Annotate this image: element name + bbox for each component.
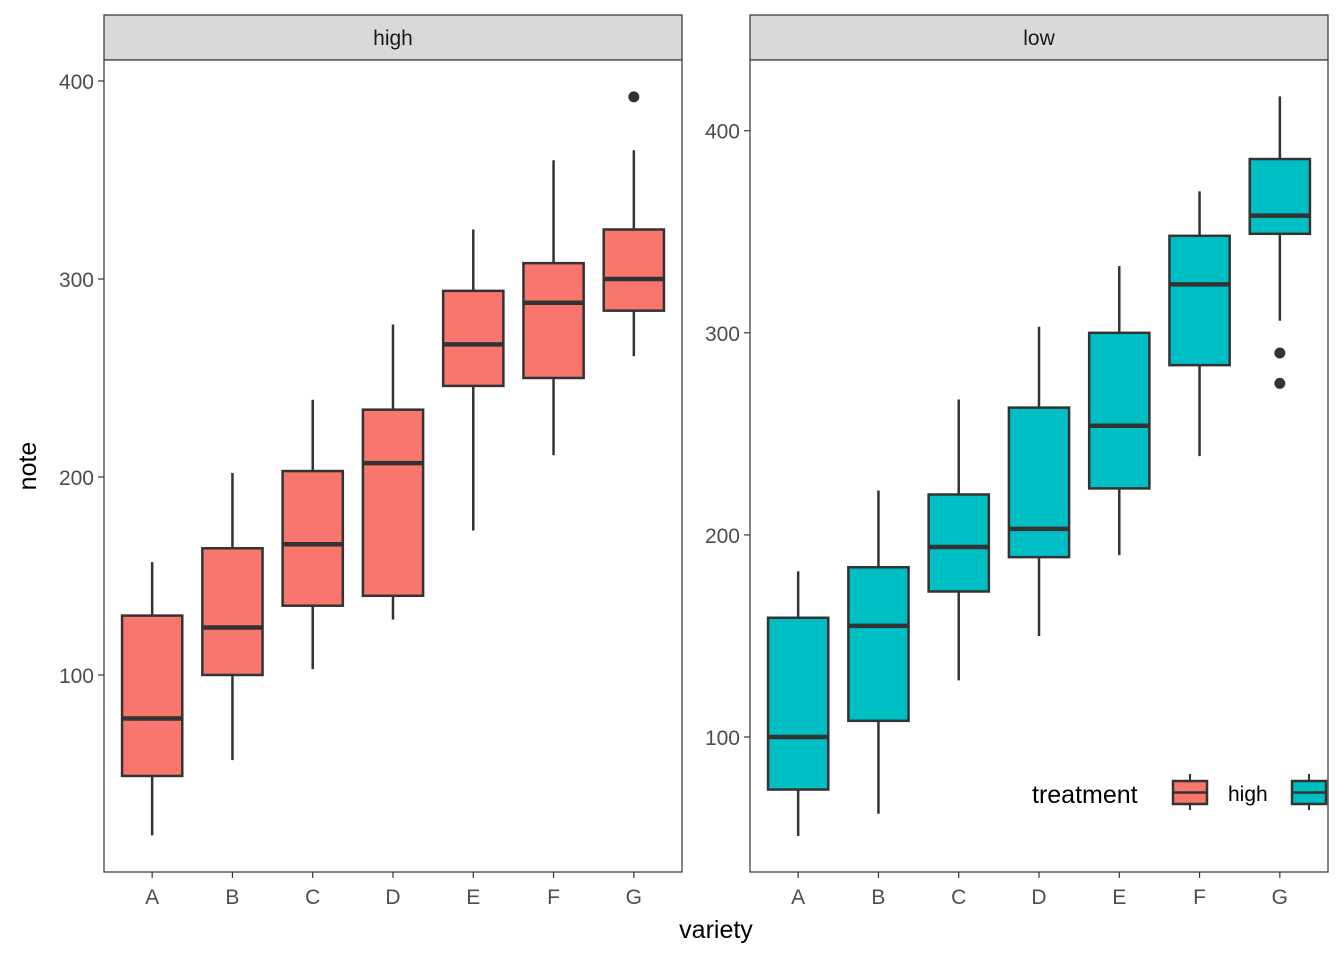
box-body xyxy=(1007,406,1071,559)
box-low-B xyxy=(847,490,910,814)
x-axis-title: variety xyxy=(679,916,753,944)
x-tick-label: E xyxy=(466,886,480,909)
facet-strip-label: high xyxy=(373,27,413,50)
box-body xyxy=(201,547,264,677)
x-tick-label: A xyxy=(791,886,805,909)
box-high-E xyxy=(441,229,505,531)
y-tick-label: 400 xyxy=(59,71,94,94)
legend-key-high xyxy=(1171,774,1209,810)
box-low-C xyxy=(927,399,991,681)
box-low-A xyxy=(766,571,830,837)
x-tick-label: C xyxy=(305,886,320,909)
box-body xyxy=(441,289,505,388)
facet-strip-label: low xyxy=(1023,27,1055,50)
legend-key-low xyxy=(1290,774,1328,810)
x-tick-label: C xyxy=(951,886,966,909)
box-high-C xyxy=(281,399,345,670)
facet-strip xyxy=(103,14,683,61)
box-body xyxy=(1168,234,1231,367)
legend-label: high xyxy=(1228,783,1268,806)
box-body xyxy=(361,408,425,598)
x-tick-label: A xyxy=(145,886,159,909)
box-low-G xyxy=(1248,96,1312,389)
y-tick-label: 300 xyxy=(59,269,94,292)
y-axis-title: note xyxy=(14,442,42,491)
y-tick-label: 300 xyxy=(705,323,740,346)
y-tick-label: 200 xyxy=(59,467,94,490)
box-body xyxy=(120,614,184,778)
x-tick-label: E xyxy=(1112,886,1126,909)
y-tick-label: 100 xyxy=(59,665,94,688)
box-high-G xyxy=(602,91,666,357)
y-tick-label: 100 xyxy=(705,727,740,750)
box-body xyxy=(1248,157,1312,236)
y-tick-label: 400 xyxy=(705,121,740,144)
x-tick-label: F xyxy=(547,886,560,909)
box-body xyxy=(522,261,585,380)
x-tick-label: D xyxy=(1031,886,1046,909)
y-tick-label: 200 xyxy=(705,525,740,548)
box-high-F xyxy=(522,160,585,456)
outlier-point xyxy=(628,91,640,103)
outlier-point xyxy=(1274,347,1286,359)
x-tick-label: G xyxy=(626,886,642,909)
outlier-point xyxy=(1274,377,1286,389)
box-body xyxy=(847,565,910,723)
box-body xyxy=(281,469,345,607)
facet-panel-low: low 100 200 300 400 A B C D E F G xyxy=(705,14,1329,909)
box-high-D xyxy=(361,324,425,620)
box-low-F xyxy=(1168,191,1231,457)
x-tick-label: F xyxy=(1193,886,1206,909)
box-high-A xyxy=(120,562,184,836)
facet-panel-high: high 100 200 300 400 A B C D E F G xyxy=(59,14,683,909)
box-body xyxy=(766,616,830,791)
legend: treatment high xyxy=(1032,774,1328,810)
x-tick-label: G xyxy=(1272,886,1288,909)
box-low-E xyxy=(1087,266,1151,556)
box-high-B xyxy=(201,473,264,761)
x-tick-label: B xyxy=(871,886,885,909)
x-tick-label: B xyxy=(225,886,239,909)
box-body xyxy=(602,228,666,312)
box-low-D xyxy=(1007,326,1071,636)
legend-title: treatment xyxy=(1032,781,1138,809)
box-body xyxy=(1087,331,1151,490)
x-tick-label: D xyxy=(385,886,400,909)
box-body xyxy=(927,493,991,593)
